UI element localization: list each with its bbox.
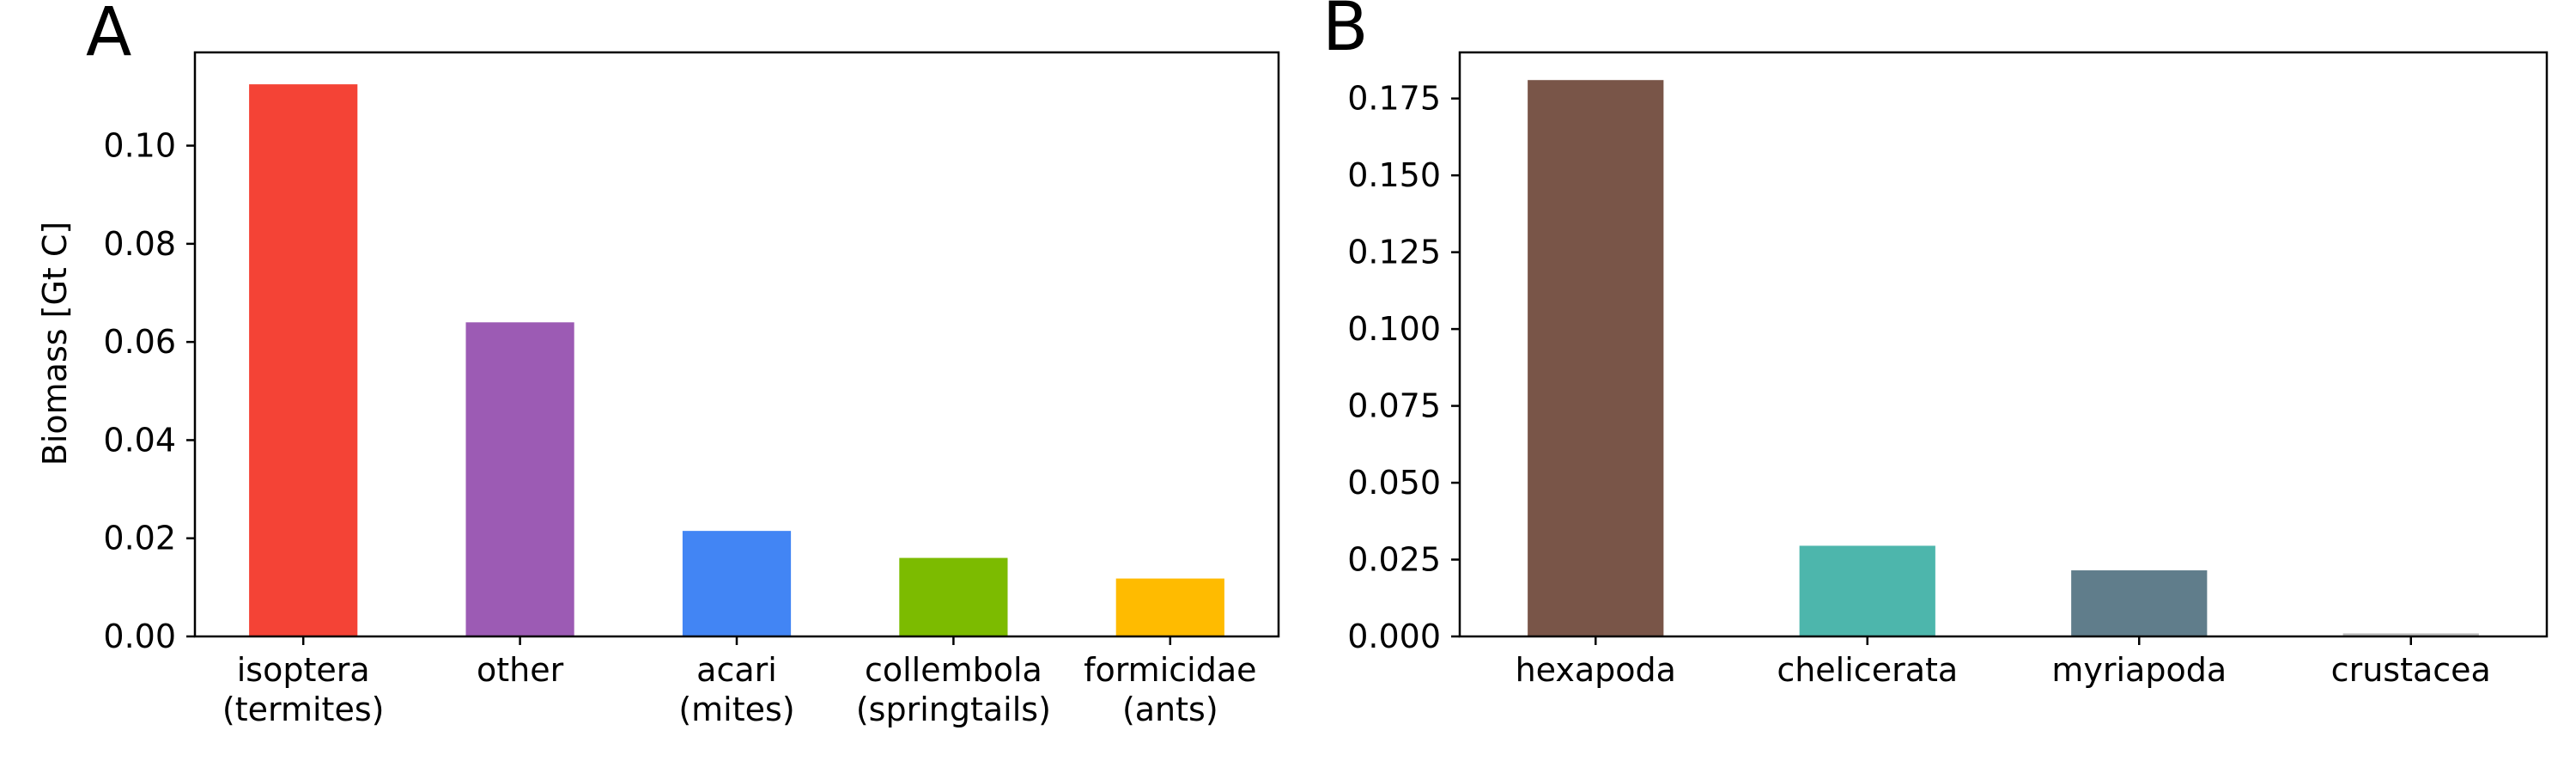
panel-b-y-tick-label: 0.050	[1347, 464, 1441, 502]
panel-a-marks: 0.00 0.02 0.04 0.06 0.08 0.10 isoptera(termite…	[103, 84, 1257, 728]
panel-a-y-axis-label: Biomass [Gt C]	[36, 222, 74, 466]
panel-a-bar-isoptera	[249, 84, 358, 636]
panel-a-x-tick-label: formicidae	[1084, 651, 1256, 689]
panel-a-y-tick-label: 0.04	[103, 421, 176, 459]
panel-b-bar-crustacea	[2342, 633, 2479, 636]
panel-a-x-tick-label: (mites)	[678, 691, 794, 728]
panel-a-y-tick-label: 0.00	[103, 618, 176, 655]
panel-b-bar-myriapoda	[2071, 570, 2208, 636]
panel-b-x-tick-label: hexapoda	[1516, 651, 1676, 689]
panel-a-bar-other	[465, 322, 574, 636]
panel-b-plot-frame	[1458, 51, 2549, 638]
panel-a-y-tick-label: 0.02	[103, 520, 176, 557]
panel-a-bar-acari	[682, 531, 792, 636]
panel-b-y-tick-label: 0.000	[1347, 618, 1441, 655]
panel-a-bar-formicidae	[1115, 578, 1224, 636]
panel-b-biomass-chart: B 0.000 0.025 0.050 0.075 0.100 0.125 0.150 0.1…	[1322, 0, 2549, 689]
panel-a-x-tick-label: isoptera	[237, 651, 370, 689]
panel-b-label: B	[1322, 0, 1369, 66]
panel-b-y-tick-label: 0.025	[1347, 541, 1441, 579]
panel-a-x-tick-label: (springtails)	[856, 691, 1051, 728]
panel-b-y-tick-label: 0.075	[1347, 387, 1441, 425]
panel-a-y-tick-label: 0.06	[103, 323, 176, 361]
panel-b-x-tick-label: myriapoda	[2051, 651, 2227, 689]
panel-a-y-tick-label: 0.08	[103, 225, 176, 263]
panel-a-x-tick-label: (ants)	[1122, 691, 1218, 728]
panel-a-bar-collembola	[899, 557, 1008, 636]
panel-a-x-tick-label: other	[477, 651, 564, 689]
panel-b-bar-hexapoda	[1528, 80, 1664, 637]
panel-a-plot-frame	[193, 51, 1280, 638]
panel-a-label: A	[86, 0, 131, 71]
panel-a-x-tick-label: collembola	[865, 651, 1042, 689]
panel-b-y-tick-label: 0.100	[1347, 310, 1441, 348]
panel-a-y-tick-label: 0.10	[103, 127, 176, 165]
panel-b-y-tick-label: 0.150	[1347, 156, 1441, 194]
panel-b-bar-chelicerata	[1799, 545, 1935, 636]
panel-a-biomass-chart: A Biomass [Gt C] 0.00 0.02 0.04 0.06 0.08 0.1…	[36, 0, 1280, 728]
panel-b-y-tick-label: 0.125	[1347, 234, 1441, 271]
panel-b-y-tick-label: 0.175	[1347, 80, 1441, 118]
panel-b-marks: 0.000 0.025 0.050 0.075 0.100 0.125 0.150 0.175…	[1347, 80, 2491, 689]
panel-a-x-tick-label: acari	[696, 651, 777, 689]
panel-a-x-tick-label: (termites)	[222, 691, 385, 728]
panel-b-x-tick-label: chelicerata	[1777, 651, 1958, 689]
panel-b-x-tick-label: crustacea	[2331, 651, 2491, 689]
